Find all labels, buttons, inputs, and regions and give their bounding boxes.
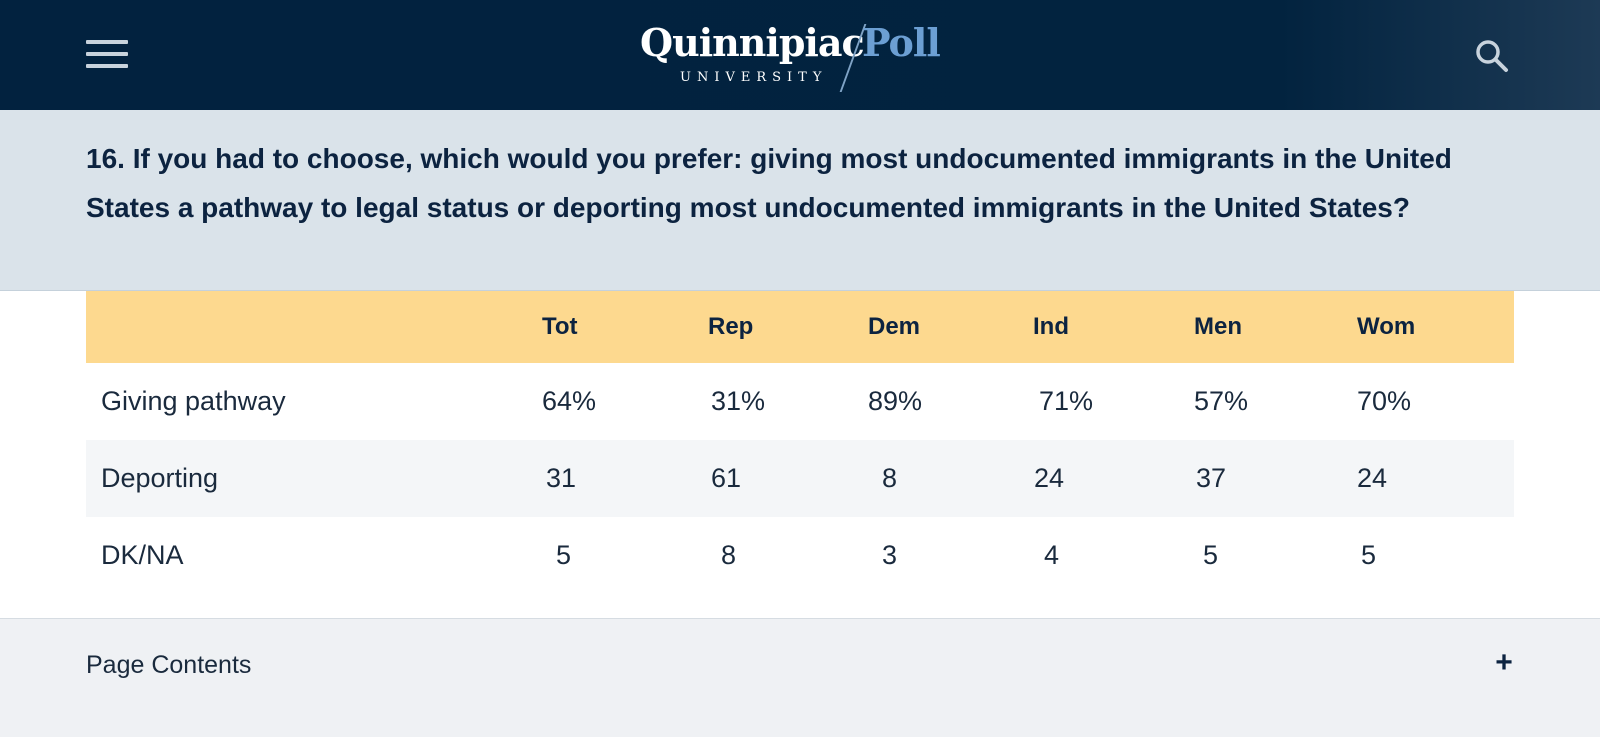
logo-name: Quinnipiac — [640, 20, 865, 65]
cell-rep: 8 — [721, 540, 737, 570]
cell-dem: 8 — [882, 463, 898, 493]
page-contents-label: Page Contents — [86, 651, 252, 679]
question-band: 16. If you had to choose, which would yo… — [0, 110, 1600, 291]
column-header-tot: Tot — [542, 313, 578, 340]
table-row-deporting: Deporting 31 61 8 24 37 24 — [86, 440, 1514, 517]
column-header-wom: Wom — [1357, 313, 1416, 340]
cell-tot: 64% — [542, 386, 597, 416]
cell-rep: 31% — [711, 386, 766, 416]
plus-icon[interactable]: + — [1495, 646, 1513, 679]
cell-wom: 5 — [1361, 540, 1377, 570]
cell-dem: 3 — [882, 540, 898, 570]
search-icon[interactable] — [1474, 38, 1510, 74]
logo-product: Poll — [862, 20, 941, 65]
logo-subtitle: UNIVERSITY — [680, 70, 828, 85]
table-row-dk-na: DK/NA 5 8 3 4 5 5 — [86, 517, 1514, 594]
page-contents-bar[interactable]: Page Contents + — [0, 618, 1600, 737]
poll-results-table: Tot Rep Dem Ind Men Wom Giving pathway 6… — [86, 291, 1514, 594]
quinnipiac-poll-logo[interactable]: Quinnipiac UNIVERSITY Poll — [640, 18, 970, 94]
column-header-ind: Ind — [1033, 313, 1069, 340]
cell-ind: 71% — [1039, 386, 1094, 416]
cell-tot: 5 — [556, 540, 572, 570]
table-header-row: Tot Rep Dem Ind Men Wom — [86, 291, 1514, 363]
cell-ind: 24 — [1034, 463, 1065, 493]
hamburger-menu-icon[interactable] — [86, 40, 128, 70]
column-header-dem: Dem — [868, 313, 921, 340]
cell-wom: 70% — [1357, 386, 1412, 416]
cell-ind: 4 — [1044, 540, 1060, 570]
table-row-giving-pathway: Giving pathway 64% 31% 89% 71% 57% 70% — [86, 363, 1514, 440]
column-header-men: Men — [1194, 313, 1242, 340]
cell-men: 57% — [1194, 386, 1249, 416]
cell-dem: 89% — [868, 386, 923, 416]
cell-men: 5 — [1203, 540, 1219, 570]
cell-wom: 24 — [1357, 463, 1388, 493]
cell-tot: 31 — [546, 463, 577, 493]
site-header: Quinnipiac UNIVERSITY Poll — [0, 0, 1600, 110]
row-label: Giving pathway — [101, 386, 286, 416]
cell-men: 37 — [1196, 463, 1227, 493]
column-header-rep: Rep — [708, 313, 754, 340]
row-label: Deporting — [101, 463, 219, 493]
cell-rep: 61 — [711, 463, 742, 493]
row-label: DK/NA — [101, 540, 184, 570]
question-text: 16. If you had to choose, which would yo… — [86, 143, 1452, 223]
